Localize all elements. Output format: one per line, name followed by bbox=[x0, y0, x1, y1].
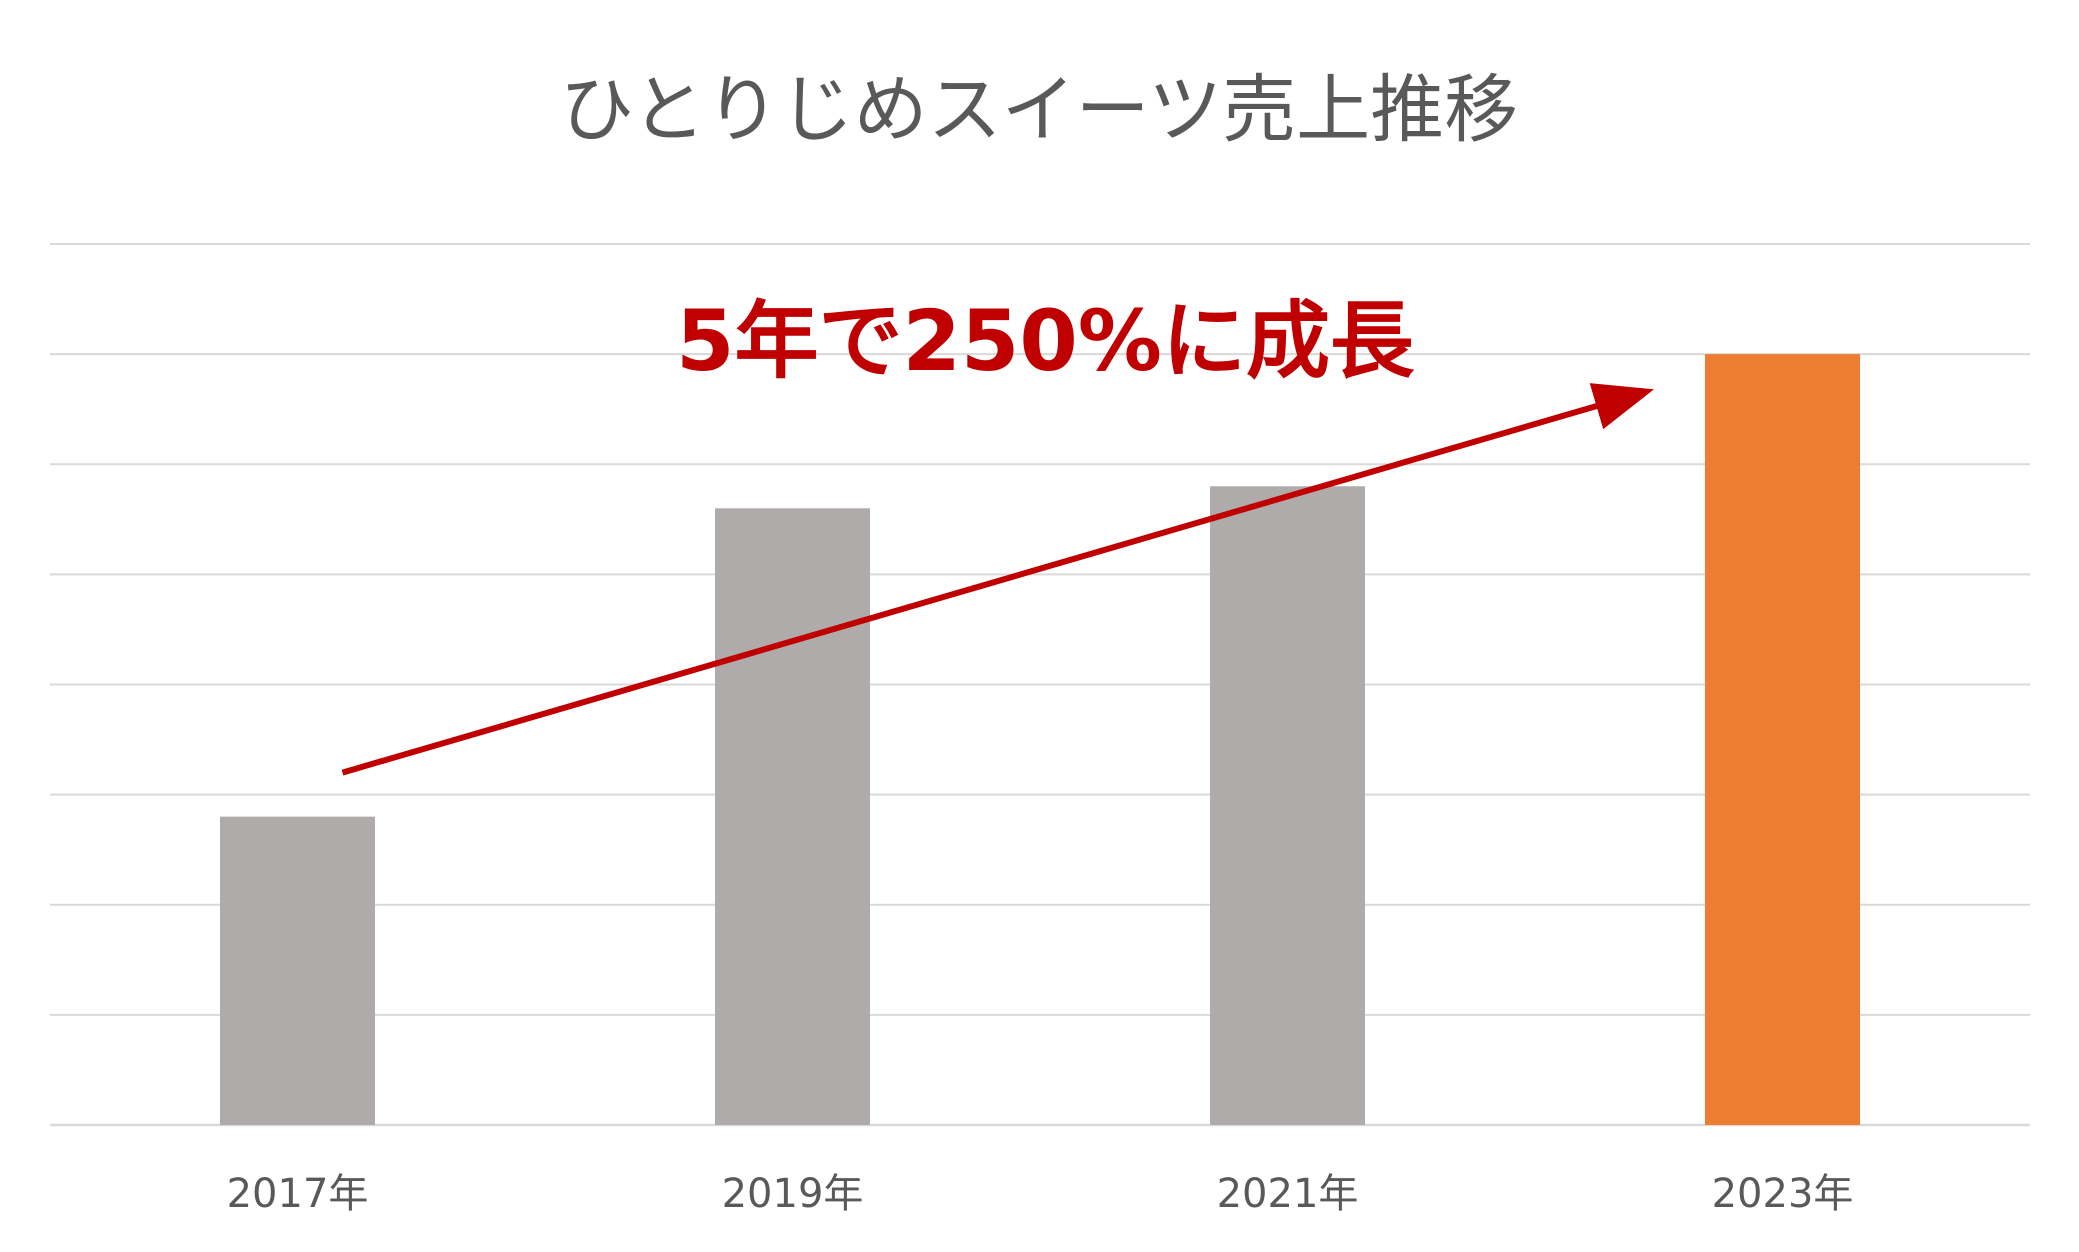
bar-2019年 bbox=[715, 508, 870, 1125]
x-tick-label: 2017年 bbox=[227, 1171, 369, 1217]
x-tick-label: 2019年 bbox=[722, 1171, 864, 1217]
bars bbox=[220, 354, 1860, 1125]
x-tick-label: 2021年 bbox=[1217, 1171, 1359, 1217]
bar-2023年 bbox=[1705, 354, 1860, 1125]
growth-annotation: 5年で250%に成長 bbox=[676, 292, 1415, 390]
growth-arrow bbox=[341, 383, 1655, 776]
gridlines bbox=[50, 243, 2030, 1127]
x-tick-label: 2023年 bbox=[1712, 1171, 1854, 1217]
bar-2021年 bbox=[1210, 486, 1365, 1125]
x-axis-tick-labels: 2017年 2019年 2021年 2023年 bbox=[227, 1171, 1854, 1217]
chart-title: ひとりじめスイーツ売上推移 bbox=[560, 67, 1518, 153]
bar-2017年 bbox=[220, 816, 375, 1125]
